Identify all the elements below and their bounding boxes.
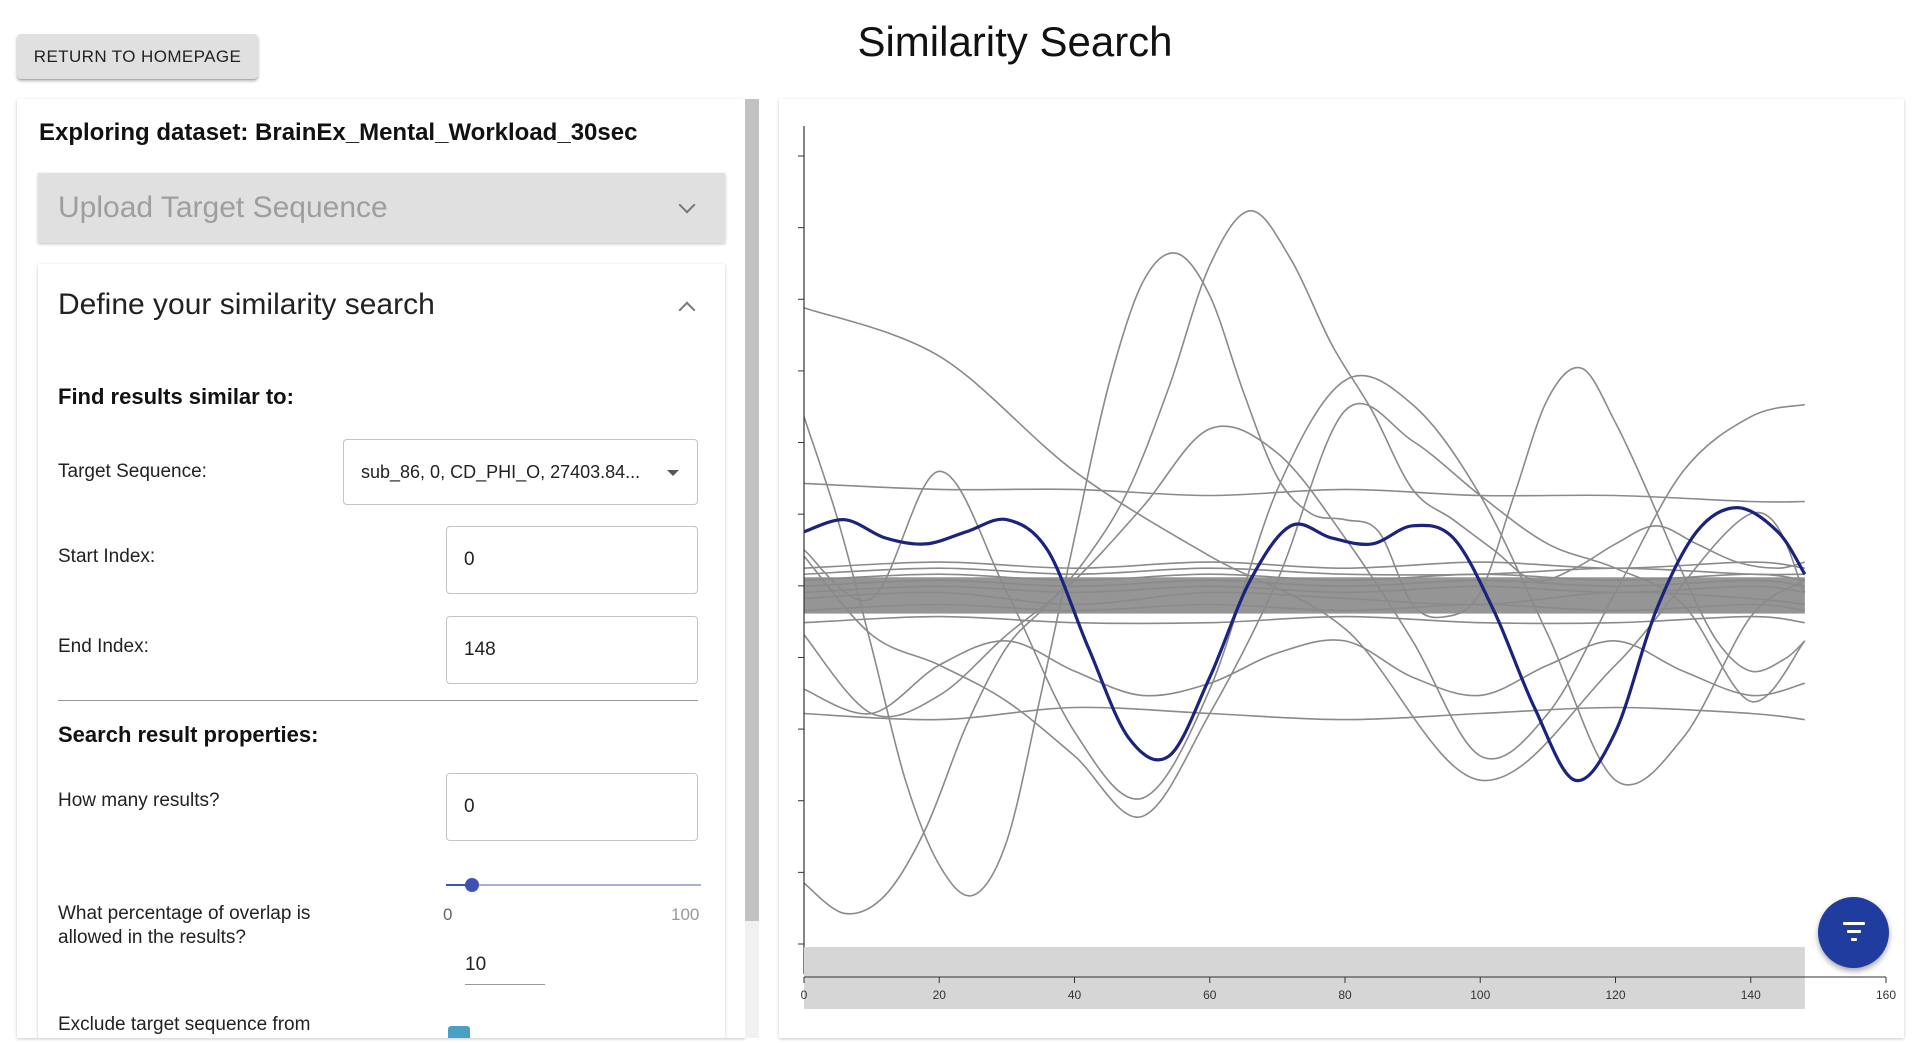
page-title: Similarity Search	[857, 18, 1173, 65]
exclude-target-label: Exclude target sequence from results	[58, 1014, 311, 1035]
end-index-label: End Index:	[58, 636, 149, 657]
background-series-line-16	[803, 561, 1805, 570]
filter-button[interactable]	[1818, 897, 1889, 968]
how-many-results-label: How many results?	[58, 790, 220, 811]
overlap-slider-rail[interactable]	[446, 884, 701, 886]
target-sequence-value: sub_86, 0, CD_PHI_O, 27403.84...	[361, 462, 641, 482]
background-series-line-17	[803, 603, 1805, 612]
panel-scrollbar-thumb[interactable]	[745, 99, 759, 921]
return-to-homepage-button[interactable]: RETURN TO HOMEPAGE	[17, 34, 258, 79]
define-accordion-title[interactable]: Define your similarity search	[58, 288, 435, 321]
chart-panel: 0 20 40 60 80 100 120 140 160	[779, 99, 1904, 1038]
background-series-line-12	[803, 706, 1805, 721]
start-index-label: Start Index:	[58, 546, 156, 567]
x-tick-label: 40	[1068, 988, 1082, 1002]
background-series-line-15	[803, 585, 1805, 594]
search-settings-panel: Exploring dataset: BrainEx_Mental_Worklo…	[17, 99, 745, 1038]
section-divider	[58, 700, 698, 701]
x-tick-label: 20	[933, 988, 947, 1002]
range-brush	[804, 947, 1805, 1009]
overlap-slider-thumb[interactable]	[465, 878, 479, 892]
background-series-line-11	[803, 615, 1805, 625]
how-many-results-input[interactable]	[446, 773, 698, 841]
exclude-target-checkbox[interactable]	[448, 1026, 470, 1038]
end-index-input[interactable]	[446, 616, 698, 684]
find-similar-heading: Find results similar to:	[58, 384, 294, 409]
background-series-line-4	[803, 402, 1806, 818]
overlap-slider-max: 100	[671, 905, 700, 924]
background-series-line-2	[803, 209, 1805, 915]
target-series-line	[803, 505, 1807, 783]
x-tick-label: 100	[1470, 988, 1490, 1002]
x-tick-label: 60	[1203, 988, 1217, 1002]
overlap-value-input[interactable]: 10	[465, 954, 545, 985]
chevron-up-icon[interactable]	[678, 301, 696, 319]
chevron-down-icon	[678, 196, 696, 214]
result-properties-heading: Search result properties:	[58, 722, 319, 747]
background-series-line-3	[803, 252, 1806, 897]
x-tick-label: 120	[1605, 988, 1625, 1002]
background-series-line-1	[803, 306, 1806, 782]
overlap-slider-min: 0	[443, 905, 453, 924]
target-sequence-select[interactable]: sub_86, 0, CD_PHI_O, 27403.84...	[343, 439, 698, 505]
background-series-line-13	[803, 579, 1805, 588]
overlap-label: What percentage of overlap is allowed in…	[58, 903, 311, 948]
background-series-line-9	[803, 591, 1805, 606]
upload-accordion-title: Upload Target Sequence	[58, 191, 388, 224]
sequence-chart: 0 20 40 60 80 100 120 140 160	[798, 126, 1896, 1009]
x-tick-label: 80	[1338, 988, 1352, 1002]
x-tick-label: 0	[801, 988, 808, 1002]
background-series-line-6	[803, 403, 1805, 760]
background-series-line-7	[803, 639, 1805, 715]
background-series-line-8	[803, 482, 1805, 503]
x-tick-label: 160	[1876, 988, 1896, 1002]
target-sequence-label: Target Sequence:	[58, 461, 207, 482]
background-series-line-14	[803, 573, 1805, 582]
dataset-label: Exploring dataset: BrainEx_Mental_Worklo…	[39, 119, 638, 146]
start-index-input[interactable]	[446, 526, 698, 594]
background-series-line-5	[803, 374, 1806, 800]
overlap-slider-track	[446, 884, 472, 886]
define-similarity-search-accordion: Define your similarity search Find resul…	[38, 264, 725, 1038]
x-tick-label: 140	[1741, 988, 1761, 1002]
background-series-line-10	[803, 567, 1805, 576]
dropdown-arrow-icon	[667, 470, 679, 476]
upload-target-sequence-accordion[interactable]: Upload Target Sequence	[38, 173, 725, 243]
